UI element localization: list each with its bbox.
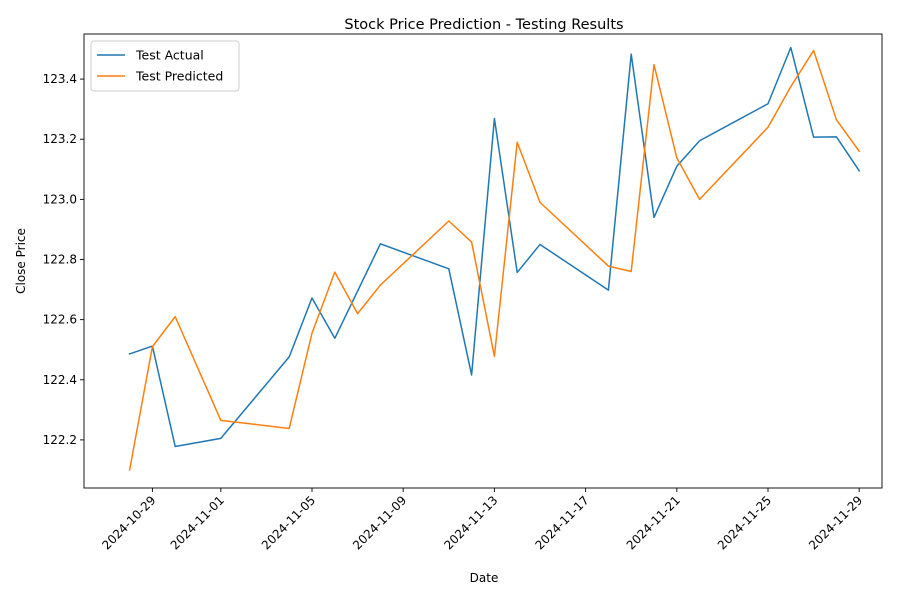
- y-tick-label: 123.0: [43, 192, 77, 206]
- y-tick-label: 122.8: [43, 252, 77, 266]
- series-line-1: [128, 49, 861, 471]
- legend-label-0: Test Actual: [135, 48, 204, 63]
- chart-title: Stock Price Prediction - Testing Results: [344, 17, 623, 33]
- y-tick-label: 123.4: [43, 72, 77, 86]
- series-line-0: [128, 46, 861, 448]
- y-tick-label: 122.2: [43, 433, 77, 447]
- y-axis-label: Close Price: [14, 228, 28, 294]
- y-tick-label: 122.6: [43, 313, 77, 327]
- series-layer: [128, 46, 861, 471]
- y-axis: 122.2 122.4 122.6 122.8 123.0 123.2 123.4: [43, 72, 84, 447]
- legend: Test Actual Test Predicted: [90, 40, 240, 92]
- y-tick-label: 123.2: [43, 132, 77, 146]
- plot-frame: [83, 33, 883, 489]
- y-tick-label: 122.4: [43, 373, 77, 387]
- x-axis-label: Date: [470, 571, 499, 585]
- legend-box: [90, 40, 240, 92]
- legend-label-1: Test Predicted: [135, 69, 223, 84]
